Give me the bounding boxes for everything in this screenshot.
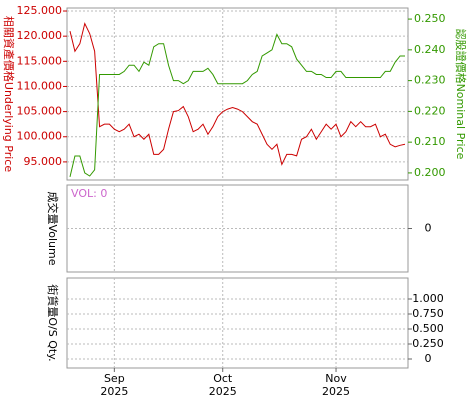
y-tick-label: 95.000 bbox=[24, 155, 63, 168]
y-tick-label: 100.000 bbox=[17, 130, 63, 143]
y-tick-label: 110.000 bbox=[17, 79, 63, 92]
y2-tick-label: 0.240 bbox=[414, 43, 446, 56]
y-axis-label: 成交量Volume bbox=[46, 192, 60, 266]
x-tick-label: Oct 2025 bbox=[208, 372, 237, 398]
plot-area bbox=[66, 7, 409, 181]
y-tick-label: 105.000 bbox=[17, 105, 63, 118]
y2-tick-label: 0.210 bbox=[414, 135, 446, 148]
y-tick-label: 120.000 bbox=[17, 29, 63, 42]
y-axis-label: 街貨量O/S Qty. bbox=[46, 284, 60, 361]
y2-tick-label: 0.220 bbox=[414, 104, 446, 117]
y-tick-label: 125.000 bbox=[17, 4, 63, 17]
y2-tick-label: 0.230 bbox=[414, 74, 446, 87]
y-tick-label: 0 bbox=[425, 352, 432, 365]
y-tick-label: 0 bbox=[425, 222, 432, 235]
y-tick-label: 0.750 bbox=[412, 307, 444, 320]
y2-tick-label: 0.200 bbox=[414, 166, 446, 179]
plot-area bbox=[66, 277, 409, 369]
y2-axis-label: 認股證價格Nominal Price bbox=[454, 29, 468, 160]
line bbox=[69, 22, 406, 166]
y-tick-label: 115.000 bbox=[17, 54, 63, 67]
y-tick-label: 0.500 bbox=[412, 322, 444, 335]
y-tick-label: 1.000 bbox=[412, 292, 444, 305]
y2-tick-label: 0.250 bbox=[414, 12, 446, 25]
annotation: VOL: 0 bbox=[71, 187, 107, 200]
y-axis-label: 相關資產價格Underlying Price bbox=[2, 16, 16, 172]
x-tick-label: Sep 2025 bbox=[100, 372, 129, 398]
x-tick-label: Nov 2025 bbox=[322, 372, 351, 398]
line bbox=[69, 33, 405, 178]
y-tick-label: 0.250 bbox=[412, 337, 444, 350]
